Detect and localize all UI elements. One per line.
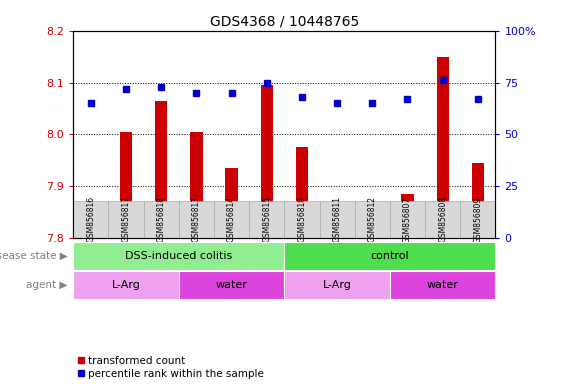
Bar (401, 194, 414, 238)
FancyBboxPatch shape (249, 201, 284, 238)
Text: agent ▶: agent ▶ (26, 280, 68, 290)
FancyBboxPatch shape (284, 201, 320, 238)
Bar (225, 168, 238, 238)
FancyBboxPatch shape (179, 201, 214, 238)
Text: GSM856816: GSM856816 (86, 196, 95, 242)
FancyBboxPatch shape (425, 201, 461, 238)
FancyBboxPatch shape (108, 201, 144, 238)
Bar (120, 132, 132, 238)
Text: GSM856809: GSM856809 (473, 196, 482, 243)
Text: L-Arg: L-Arg (323, 280, 351, 290)
Bar (84, 225, 97, 238)
Text: disease state ▶: disease state ▶ (0, 251, 68, 261)
Text: GSM856808: GSM856808 (438, 196, 447, 242)
Text: DSS-induced colitis: DSS-induced colitis (125, 251, 233, 261)
FancyBboxPatch shape (461, 201, 495, 238)
Bar (366, 210, 378, 238)
Bar (331, 235, 343, 238)
Bar (155, 101, 167, 238)
Bar (472, 163, 484, 238)
FancyBboxPatch shape (320, 201, 355, 238)
Bar (261, 85, 273, 238)
FancyBboxPatch shape (144, 201, 179, 238)
FancyBboxPatch shape (179, 271, 284, 299)
Text: control: control (370, 251, 409, 261)
FancyBboxPatch shape (284, 271, 390, 299)
FancyBboxPatch shape (73, 201, 108, 238)
Bar (190, 132, 203, 238)
Text: GSM856814: GSM856814 (227, 196, 236, 242)
Legend: transformed count, percentile rank within the sample: transformed count, percentile rank withi… (78, 356, 263, 379)
Text: water: water (216, 280, 248, 290)
FancyBboxPatch shape (390, 271, 495, 299)
FancyBboxPatch shape (73, 271, 179, 299)
FancyBboxPatch shape (390, 201, 425, 238)
Bar (296, 147, 308, 238)
FancyBboxPatch shape (73, 242, 284, 270)
Text: GSM856813: GSM856813 (192, 196, 201, 242)
FancyBboxPatch shape (284, 242, 495, 270)
Text: GSM856810: GSM856810 (297, 196, 306, 242)
Title: GDS4368 / 10448765: GDS4368 / 10448765 (209, 14, 359, 28)
Text: GSM856811: GSM856811 (333, 197, 342, 242)
Text: GSM856812: GSM856812 (368, 197, 377, 242)
FancyBboxPatch shape (214, 201, 249, 238)
Bar (436, 56, 449, 238)
Text: GSM856807: GSM856807 (403, 196, 412, 243)
Text: GSM856818: GSM856818 (157, 197, 166, 242)
Text: GSM856815: GSM856815 (262, 196, 271, 242)
Text: L-Arg: L-Arg (111, 280, 140, 290)
Text: water: water (427, 280, 459, 290)
FancyBboxPatch shape (355, 201, 390, 238)
Text: GSM856817: GSM856817 (122, 196, 131, 242)
